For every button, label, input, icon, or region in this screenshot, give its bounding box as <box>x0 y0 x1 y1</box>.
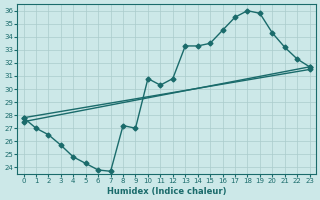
X-axis label: Humidex (Indice chaleur): Humidex (Indice chaleur) <box>107 187 226 196</box>
